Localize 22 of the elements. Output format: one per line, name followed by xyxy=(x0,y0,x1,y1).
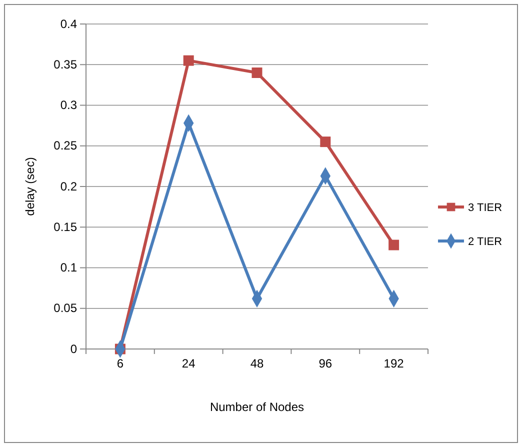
x-tick-label: 192 xyxy=(384,356,404,371)
y-tick-label: 0.25 xyxy=(54,138,78,153)
x-tick-label: 48 xyxy=(250,356,264,371)
point xyxy=(320,136,331,148)
y-tick-label: 0.05 xyxy=(54,301,78,316)
y-tick-label: 0 xyxy=(70,342,78,356)
x-tick-label: 6 xyxy=(116,356,124,371)
x-tick-label: 96 xyxy=(318,356,332,371)
y-axis-title: delay (sec) xyxy=(23,157,37,216)
legend-label: 3 TIER xyxy=(468,202,502,214)
point xyxy=(388,240,400,250)
y-tick-label: 0.2 xyxy=(60,179,78,194)
x-tick-label: 24 xyxy=(182,356,196,371)
point xyxy=(252,68,262,78)
y-tick-label: 0.1 xyxy=(60,260,78,275)
legend-label: 2 TIER xyxy=(468,236,502,248)
point xyxy=(183,55,194,66)
y-tick-label: 0.3 xyxy=(60,98,78,112)
y-tick-label: 0.35 xyxy=(54,57,78,72)
y-tick-label: 0.4 xyxy=(60,16,78,31)
y-tick-label: 0.15 xyxy=(54,220,78,234)
x-axis-title: Number of Nodes xyxy=(210,400,304,414)
